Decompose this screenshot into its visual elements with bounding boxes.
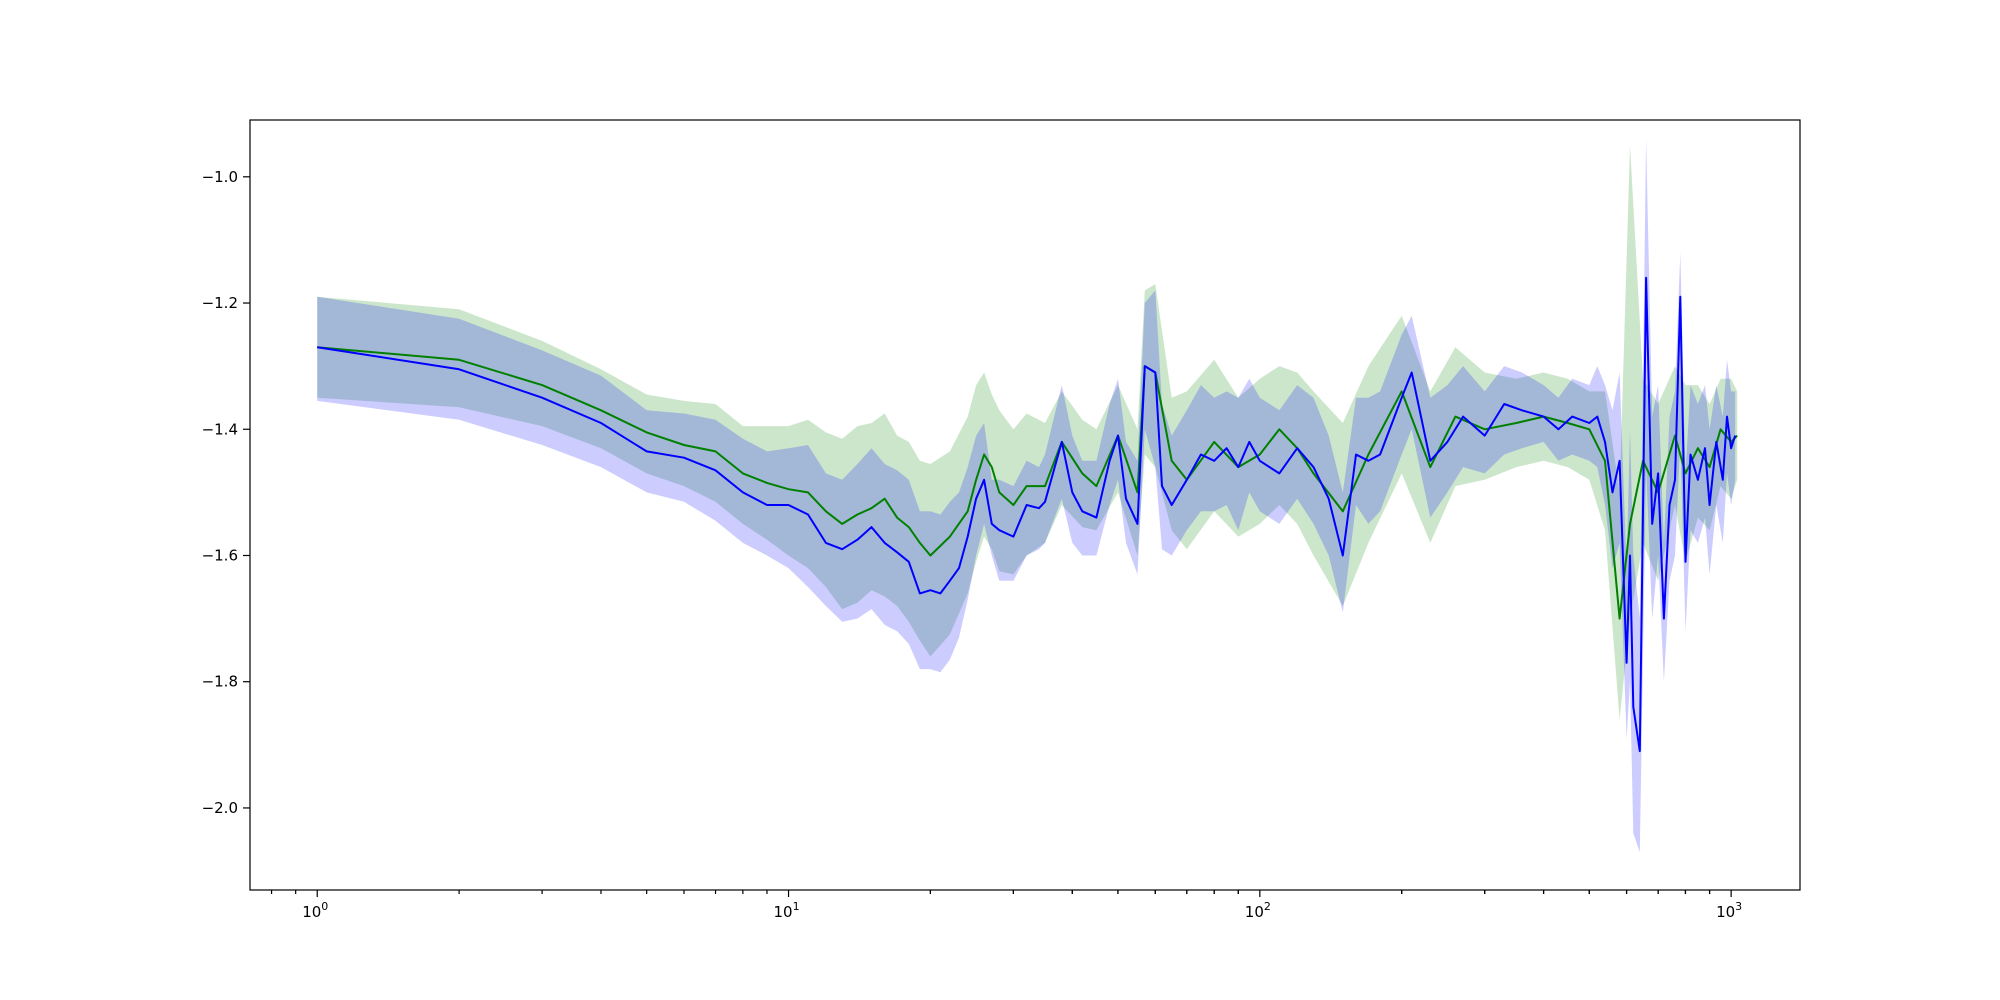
x-tick-label: 102 (1245, 900, 1271, 921)
y-tick-label: −1.8 (202, 673, 238, 691)
x-tick-label: 103 (1716, 900, 1742, 921)
x-tick-label: 101 (773, 900, 799, 921)
y-tick-label: −1.6 (202, 546, 238, 564)
y-tick-label: −1.2 (202, 294, 238, 312)
series-1-band (317, 145, 1738, 720)
y-tick-label: −1.0 (202, 168, 238, 186)
series-2-line (317, 276, 1737, 753)
plot-area (250, 120, 1800, 890)
y-tick-label: −1.4 (202, 420, 238, 438)
x-tick-label: 100 (302, 900, 328, 921)
x-axis: 100 101 102 103 (270, 890, 1742, 921)
series-1-line (317, 346, 1738, 620)
axes-frame (249, 119, 1801, 891)
series-2-band (317, 138, 1736, 853)
series-lines (317, 276, 1738, 753)
y-axis: −1.0 −1.2 −1.4 −1.6 −1.8 −2.0 (202, 168, 250, 817)
confidence-bands (317, 138, 1738, 853)
axes-background (250, 120, 1800, 890)
y-tick-label: −2.0 (202, 799, 238, 817)
